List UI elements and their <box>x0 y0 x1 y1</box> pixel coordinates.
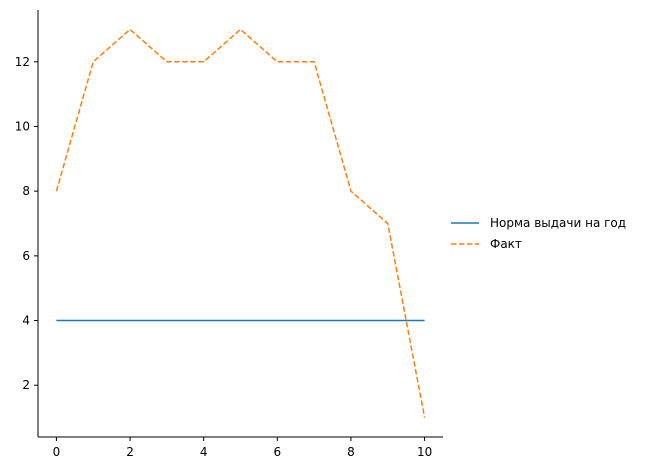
x-tick-label: 6 <box>273 445 281 459</box>
x-tick-label: 8 <box>347 445 355 459</box>
y-tick-label: 2 <box>22 378 30 392</box>
y-tick-label: 8 <box>22 184 30 198</box>
y-tick-label: 4 <box>22 314 30 328</box>
series-layer <box>55 28 426 418</box>
series-line-1 <box>55 28 426 418</box>
x-tick-label: 2 <box>126 445 134 459</box>
y-ticks: 2 4 6 8 10 12 <box>15 55 38 392</box>
x-tick-label: 4 <box>200 445 208 459</box>
y-tick-label: 10 <box>15 119 30 133</box>
y-tick-label: 6 <box>22 249 30 263</box>
x-tick-label: 10 <box>417 445 432 459</box>
x-ticks: 0 2 4 6 8 10 <box>53 437 432 459</box>
legend: Норма выдачи на год Факт <box>451 216 626 251</box>
legend-label-1: Факт <box>490 237 522 251</box>
x-tick-label: 0 <box>53 445 61 459</box>
y-tick-label: 12 <box>15 55 30 69</box>
legend-label-0: Норма выдачи на год <box>490 216 626 230</box>
